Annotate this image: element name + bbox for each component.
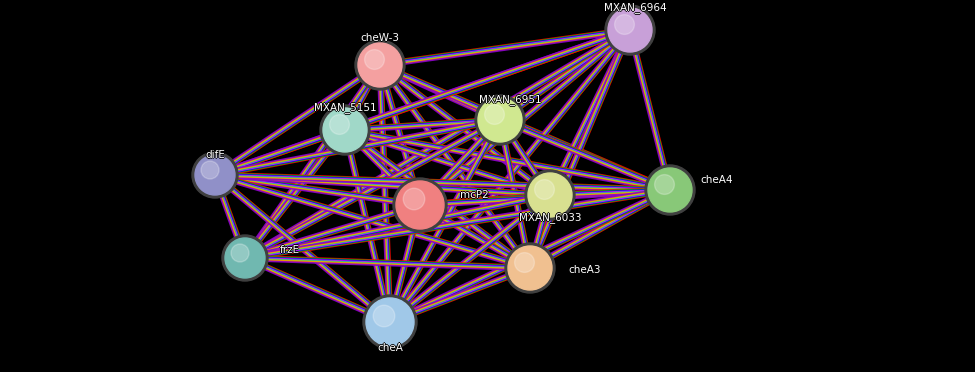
Circle shape — [225, 238, 265, 278]
Text: MXAN_6964: MXAN_6964 — [604, 1, 666, 12]
Circle shape — [393, 178, 447, 232]
Circle shape — [366, 298, 414, 346]
Text: mcP2: mcP2 — [460, 190, 488, 200]
Text: cheA4: cheA4 — [700, 175, 732, 185]
Text: cheA4: cheA4 — [701, 175, 733, 185]
Text: MXAN_6951: MXAN_6951 — [479, 94, 541, 105]
Text: MXAN_6951: MXAN_6951 — [479, 93, 541, 105]
Text: MXAN_5151: MXAN_5151 — [315, 103, 377, 113]
Text: MXAN_6033: MXAN_6033 — [519, 212, 581, 222]
Circle shape — [330, 115, 349, 134]
Circle shape — [605, 5, 655, 55]
Text: cheW-3: cheW-3 — [360, 33, 399, 43]
Circle shape — [404, 188, 425, 210]
Circle shape — [608, 8, 652, 52]
Circle shape — [365, 49, 384, 70]
Text: cheA3: cheA3 — [568, 265, 601, 275]
Circle shape — [515, 253, 534, 272]
Text: MXAN_6964: MXAN_6964 — [604, 4, 666, 15]
Circle shape — [320, 105, 370, 155]
Text: cheA3: cheA3 — [569, 265, 602, 275]
Text: MXAN_6951: MXAN_6951 — [478, 94, 540, 105]
Text: cheA: cheA — [377, 343, 403, 353]
Text: MXAN_5151: MXAN_5151 — [313, 103, 375, 113]
Circle shape — [645, 165, 695, 215]
Text: MXAN_6951: MXAN_6951 — [479, 96, 541, 106]
Text: MXAN_6033: MXAN_6033 — [519, 214, 581, 224]
Circle shape — [355, 40, 405, 90]
Text: cheA: cheA — [377, 344, 403, 354]
Circle shape — [475, 95, 525, 145]
Text: cheW-3: cheW-3 — [361, 34, 400, 44]
Text: difE: difE — [205, 150, 225, 160]
Circle shape — [323, 108, 367, 152]
Text: cheA3: cheA3 — [568, 266, 601, 276]
Circle shape — [373, 305, 395, 327]
Text: difE: difE — [206, 150, 226, 160]
Text: MXAN_5151: MXAN_5151 — [314, 103, 376, 115]
Text: mcP2: mcP2 — [460, 189, 488, 199]
Circle shape — [195, 155, 235, 195]
Circle shape — [525, 170, 575, 220]
Text: mcP2: mcP2 — [461, 190, 489, 200]
Text: MXAN_5151: MXAN_5151 — [314, 102, 376, 112]
Text: cheA3: cheA3 — [567, 265, 600, 275]
Text: mcP2: mcP2 — [460, 191, 488, 201]
Text: MXAN_6951: MXAN_6951 — [480, 94, 542, 105]
Circle shape — [654, 174, 675, 195]
Text: MXAN_6964: MXAN_6964 — [603, 3, 665, 13]
Circle shape — [358, 43, 402, 87]
Circle shape — [222, 235, 268, 281]
Text: difE: difE — [205, 151, 225, 161]
Text: cheA3: cheA3 — [568, 264, 601, 274]
Circle shape — [231, 244, 249, 262]
Circle shape — [648, 168, 692, 212]
Text: frzE: frzE — [280, 245, 300, 255]
Circle shape — [528, 173, 572, 217]
Text: cheW-3: cheW-3 — [362, 33, 401, 43]
Text: MXAN_6033: MXAN_6033 — [518, 212, 580, 224]
Circle shape — [614, 15, 635, 34]
Text: cheW-3: cheW-3 — [361, 33, 400, 43]
Circle shape — [485, 105, 504, 124]
Circle shape — [534, 180, 555, 199]
Text: frzE: frzE — [280, 244, 300, 254]
Text: MXAN_6964: MXAN_6964 — [604, 3, 667, 13]
Text: frzE: frzE — [280, 246, 300, 256]
Circle shape — [192, 152, 238, 198]
Circle shape — [508, 246, 552, 290]
Text: difE: difE — [205, 149, 225, 159]
Text: cheA: cheA — [378, 343, 404, 353]
Text: MXAN_6964: MXAN_6964 — [604, 3, 666, 13]
Text: difE: difE — [204, 150, 224, 160]
Text: MXAN_6033: MXAN_6033 — [520, 212, 582, 224]
Text: cheA: cheA — [376, 343, 402, 353]
Text: cheA4: cheA4 — [699, 175, 731, 185]
Text: frzE: frzE — [281, 245, 301, 255]
Text: cheW-3: cheW-3 — [361, 32, 400, 42]
Text: mcP2: mcP2 — [459, 190, 488, 200]
Circle shape — [201, 161, 219, 179]
Text: frzE: frzE — [279, 245, 299, 255]
Text: cheA: cheA — [377, 342, 403, 352]
Text: MXAN_6033: MXAN_6033 — [519, 212, 581, 224]
Circle shape — [505, 243, 555, 293]
Text: cheA4: cheA4 — [700, 176, 732, 186]
Circle shape — [363, 295, 417, 349]
Circle shape — [396, 181, 444, 229]
Text: cheA4: cheA4 — [700, 174, 732, 184]
Text: MXAN_5151: MXAN_5151 — [314, 103, 376, 113]
Circle shape — [478, 98, 522, 142]
